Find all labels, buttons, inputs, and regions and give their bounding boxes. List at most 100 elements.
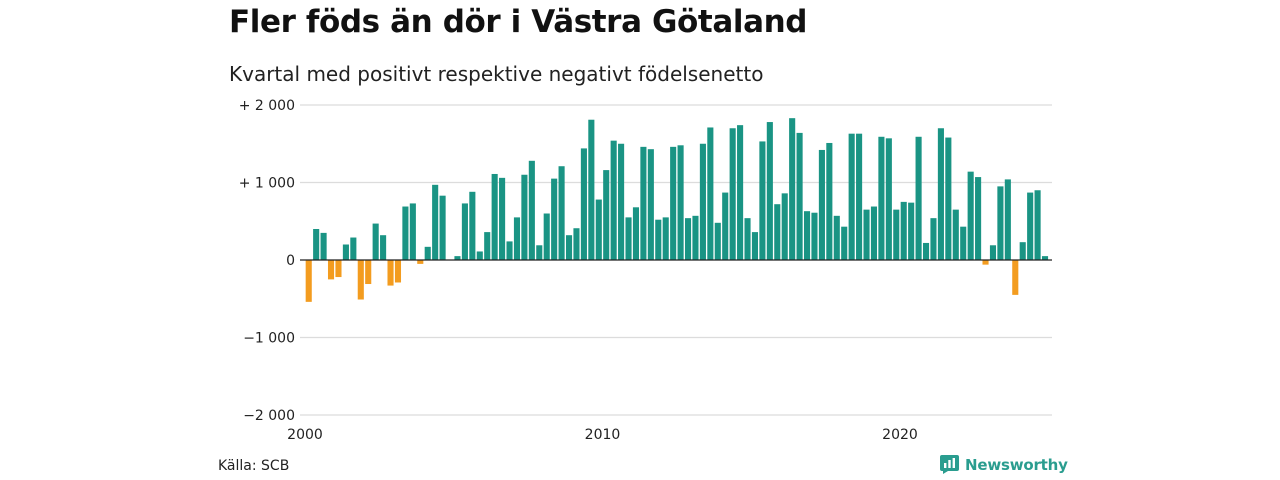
- bar-positive: [900, 201, 907, 261]
- bar-positive: [424, 246, 431, 260]
- bar-positive: [863, 209, 870, 261]
- bar-negative: [1012, 260, 1019, 295]
- bar-positive: [647, 149, 654, 260]
- bar-positive: [551, 178, 558, 261]
- chart-subtitle: Kvartal med positivt respektive negativt…: [229, 62, 764, 86]
- bar-positive: [528, 160, 535, 260]
- bar-positive: [1034, 190, 1041, 260]
- bar-positive: [1019, 242, 1026, 260]
- bar-positive: [766, 122, 773, 260]
- bar-positive: [684, 218, 692, 260]
- bar-positive: [699, 143, 706, 260]
- bar-negative: [982, 260, 989, 265]
- bar-positive: [803, 211, 811, 260]
- bar-positive: [625, 217, 632, 261]
- bar-positive: [885, 138, 892, 260]
- bar-positive: [848, 133, 855, 260]
- bar-positive: [618, 143, 625, 260]
- bar-positive: [521, 174, 528, 260]
- bar-positive: [1041, 256, 1049, 261]
- chart-title: Fler föds än dör i Västra Götaland: [229, 4, 808, 40]
- bar-positive: [476, 251, 483, 260]
- bar-positive: [930, 218, 937, 260]
- bar-positive: [692, 215, 699, 260]
- bar-positive: [499, 177, 506, 260]
- bar-negative: [335, 260, 342, 278]
- brand-name: Newsworthy: [965, 455, 1068, 474]
- bar-positive: [833, 215, 840, 260]
- bar-negative: [357, 260, 364, 300]
- bar-positive: [632, 207, 640, 260]
- bar-positive: [610, 140, 617, 260]
- bar-positive: [922, 242, 930, 260]
- y-tick-label: + 2 000: [239, 98, 295, 114]
- bar-positive: [967, 171, 974, 260]
- y-tick-label: −1 000: [243, 331, 295, 347]
- bar-positive: [313, 229, 320, 260]
- bar-positive: [908, 202, 915, 260]
- bars: [305, 118, 1049, 302]
- bar-positive: [878, 136, 885, 260]
- bar-positive: [789, 118, 796, 260]
- bar-positive: [1004, 179, 1011, 260]
- bar-positive: [342, 244, 349, 260]
- bar-negative: [387, 260, 394, 286]
- bar-positive: [655, 219, 662, 260]
- bar-negative: [305, 260, 312, 302]
- bar-positive: [565, 235, 573, 260]
- bar-positive: [781, 193, 788, 260]
- bar-positive: [870, 206, 878, 260]
- x-tick-label: 2020: [882, 427, 918, 443]
- bar-positive: [989, 245, 997, 260]
- bar-positive: [759, 141, 766, 260]
- bar-positive: [774, 204, 781, 260]
- bar-positive: [952, 209, 959, 261]
- bar-positive: [1027, 192, 1034, 260]
- bar-positive: [960, 226, 967, 260]
- bar-positive: [580, 148, 587, 260]
- bar-positive: [818, 149, 825, 260]
- bar-positive: [372, 223, 379, 260]
- bar-positive: [513, 217, 521, 261]
- bar-positive: [915, 136, 922, 260]
- bar-positive: [588, 119, 595, 260]
- bar-positive: [826, 142, 833, 260]
- bar-positive: [796, 132, 803, 260]
- bar-negative: [394, 260, 402, 283]
- bar-positive: [320, 232, 327, 261]
- y-tick-label: −2 000: [243, 408, 295, 424]
- bar-positive: [744, 218, 751, 260]
- bar-positive: [454, 256, 461, 261]
- bar-positive: [603, 170, 610, 260]
- bar-positive: [893, 209, 900, 261]
- y-tick-label: 0: [286, 253, 295, 269]
- bar-positive: [543, 213, 550, 260]
- bar-positive: [640, 146, 647, 260]
- bar-positive: [350, 237, 357, 260]
- bar-positive: [975, 177, 982, 260]
- y-tick-label: + 1 000: [239, 176, 295, 192]
- bar-positive: [937, 128, 944, 260]
- bar-negative: [365, 260, 372, 285]
- bar-positive: [432, 184, 439, 260]
- bar-positive: [469, 191, 476, 260]
- bar-positive: [997, 186, 1004, 261]
- bar-positive: [729, 128, 736, 260]
- bar-positive: [737, 125, 744, 261]
- x-axis-labels: 2000 2010 2020: [287, 427, 918, 443]
- bar-positive: [662, 217, 669, 261]
- bar-positive: [558, 166, 565, 260]
- bar-negative: [417, 260, 424, 264]
- bar-positive: [841, 226, 848, 260]
- x-tick-label: 2010: [585, 427, 621, 443]
- gridlines: [300, 104, 1052, 416]
- bar-positive: [461, 203, 468, 260]
- bar-positive: [439, 195, 446, 260]
- brand-logo[interactable]: Newsworthy: [940, 455, 1068, 474]
- bar-positive: [722, 192, 729, 260]
- newsworthy-logo-icon: [940, 455, 959, 474]
- bar-positive: [595, 199, 602, 260]
- bar-positive: [380, 235, 387, 260]
- bar-positive: [484, 232, 491, 260]
